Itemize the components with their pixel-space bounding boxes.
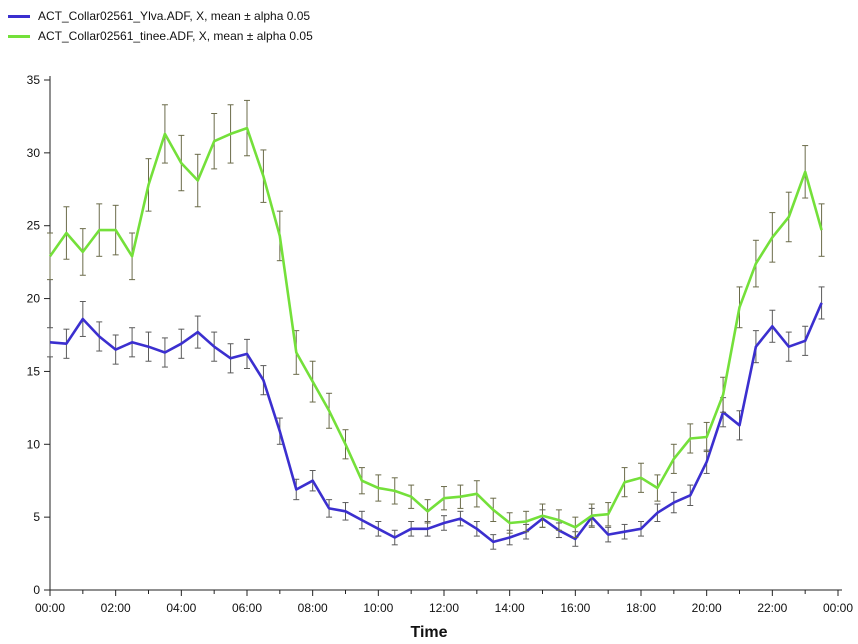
x-tick-label: 00:00	[823, 601, 853, 615]
y-tick-label: 0	[33, 583, 40, 597]
y-tick-label: 20	[27, 292, 41, 306]
series-line-1	[48, 126, 823, 529]
axes	[49, 76, 842, 591]
series-0	[47, 286, 825, 550]
legend: ACT_Collar02561_Ylva.ADF, X, mean ± alph…	[8, 6, 313, 46]
legend-swatch-ylva	[8, 14, 30, 18]
y-tick-label: 10	[27, 437, 41, 451]
series-1	[47, 99, 825, 539]
y-tick-label: 25	[27, 219, 41, 233]
x-tick-label: 22:00	[757, 601, 787, 615]
y-tick-label: 35	[27, 73, 41, 87]
y-tick-label: 30	[27, 146, 41, 160]
x-tick-label: 04:00	[166, 601, 196, 615]
series-group	[47, 99, 825, 550]
y-tick-label: 15	[27, 364, 41, 378]
x-tick-label: 20:00	[692, 601, 722, 615]
x-tick-label: 10:00	[363, 601, 393, 615]
legend-item-tinee: ACT_Collar02561_tinee.ADF, X, mean ± alp…	[8, 26, 313, 46]
y-tick-label: 5	[33, 510, 40, 524]
x-axis-ticks: 00:00 02:00 04:00 06:00 08:00 10:00 12:00 14:00…	[35, 590, 853, 615]
x-tick-label: 08:00	[298, 601, 328, 615]
x-tick-label: 00:00	[35, 601, 65, 615]
y-axis-ticks: 0 5 10 15 20 25 30 35	[27, 73, 50, 597]
x-tick-label: 16:00	[560, 601, 590, 615]
legend-item-ylva: ACT_Collar02561_Ylva.ADF, X, mean ± alph…	[8, 6, 313, 26]
x-tick-label: 18:00	[626, 601, 656, 615]
x-tick-label: 06:00	[232, 601, 262, 615]
x-tick-label: 02:00	[101, 601, 131, 615]
x-tick-label: 14:00	[495, 601, 525, 615]
series-line-0	[49, 302, 823, 544]
legend-label-tinee: ACT_Collar02561_tinee.ADF, X, mean ± alp…	[38, 29, 313, 43]
x-axis-title: Time	[410, 624, 448, 641]
legend-label-ylva: ACT_Collar02561_Ylva.ADF, X, mean ± alph…	[38, 9, 311, 23]
legend-swatch-tinee	[8, 34, 30, 38]
x-tick-label: 12:00	[429, 601, 459, 615]
